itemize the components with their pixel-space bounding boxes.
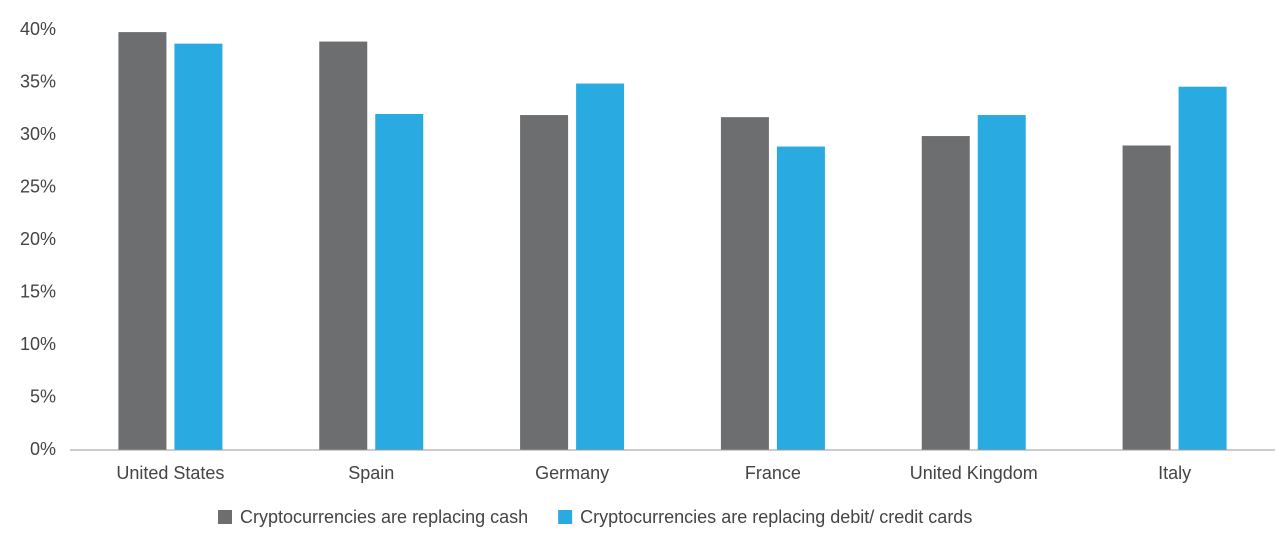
y-tick-label: 20%	[20, 229, 56, 249]
bar	[720, 117, 769, 451]
bar	[375, 114, 424, 450]
bar	[576, 83, 625, 451]
y-tick-label: 0%	[30, 439, 56, 459]
bar	[520, 115, 569, 451]
legend-swatch	[218, 510, 232, 524]
x-tick-label: France	[745, 463, 801, 483]
legend-label: Cryptocurrencies are replacing cash	[240, 507, 528, 527]
bar	[776, 146, 825, 451]
y-tick-label: 40%	[20, 19, 56, 39]
y-tick-label: 30%	[20, 124, 56, 144]
y-tick-label: 15%	[20, 281, 56, 301]
bar	[1122, 145, 1171, 450]
x-tick-label: United States	[116, 463, 224, 483]
x-tick-label: Spain	[348, 463, 394, 483]
x-tick-label: Italy	[1158, 463, 1191, 483]
legend-label: Cryptocurrencies are replacing debit/ cr…	[580, 507, 972, 527]
y-tick-label: 10%	[20, 334, 56, 354]
y-tick-label: 25%	[20, 176, 56, 196]
x-tick-label: United Kingdom	[910, 463, 1038, 483]
y-tick-label: 35%	[20, 71, 56, 91]
bar	[118, 32, 167, 450]
bar	[921, 136, 970, 451]
bar	[174, 43, 223, 451]
y-tick-label: 5%	[30, 386, 56, 406]
x-tick-label: Germany	[535, 463, 609, 483]
bar	[319, 41, 368, 451]
bar	[977, 115, 1026, 451]
legend-swatch	[558, 510, 573, 524]
bar	[1178, 86, 1227, 450]
